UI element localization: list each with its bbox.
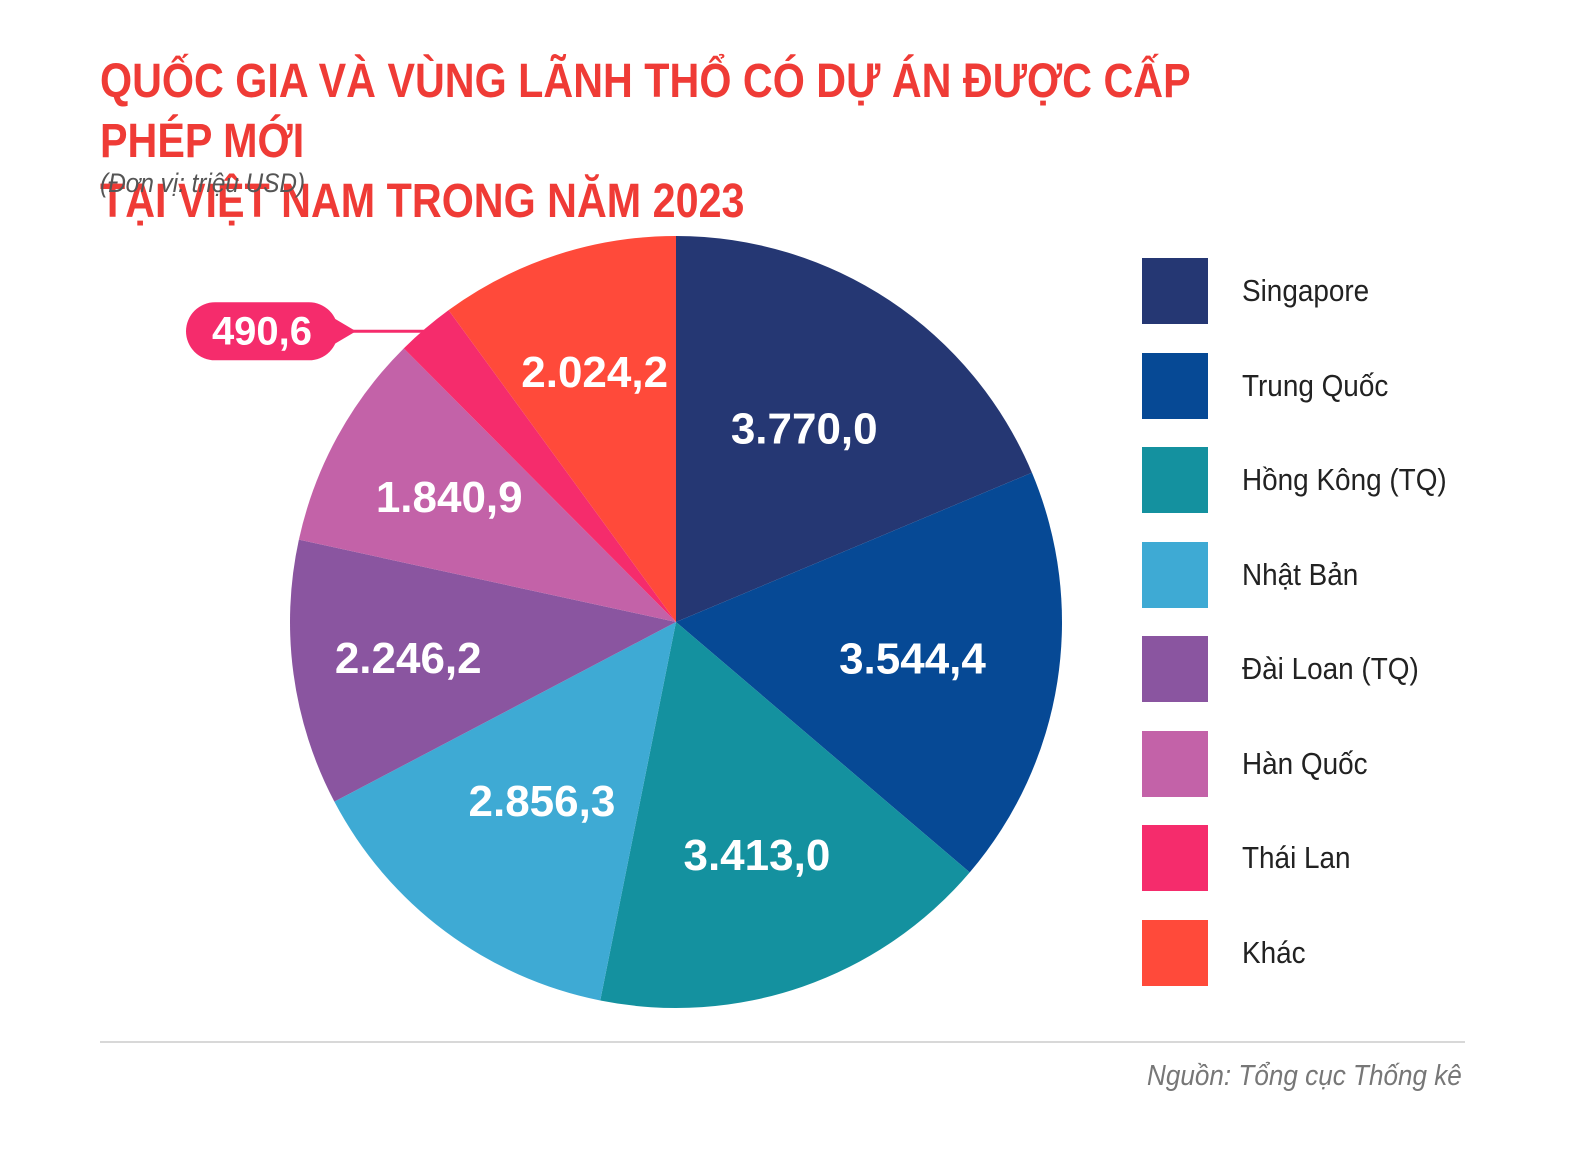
pie-slice-nhat-ban [334, 622, 676, 1001]
legend-label: Đài Loan (TQ) [1242, 651, 1419, 686]
legend-swatch [1142, 258, 1208, 324]
legend-item-trung-quoc: Trung Quốc [1142, 352, 1562, 419]
data-label-hong-kong-tq: 3.413,0 [683, 831, 830, 880]
data-label-thai-lan: 490,6 [212, 309, 312, 353]
pie-slice-han-quoc [298, 348, 676, 622]
legend-label: Singapore [1242, 273, 1370, 308]
chart-title-line-2: TẠI VIỆT NAM TRONG NĂM 2023 [100, 175, 745, 228]
divider [100, 1041, 1465, 1043]
data-label-dai-loan-tq: 2.246,2 [335, 634, 482, 683]
source-note: Nguồn: Tổng cục Thống kê [1147, 1060, 1462, 1092]
data-label-trung-quoc: 3.544,4 [839, 634, 986, 683]
legend-swatch [1142, 447, 1208, 513]
pie-slice-hong-kong-tq [600, 622, 970, 1008]
pie-slice-khac [448, 236, 676, 622]
legend-item-singapore: Singapore [1142, 258, 1562, 324]
pie-slice-thai-lan [403, 310, 676, 622]
chart-title-line-1: QUỐC GIA VÀ VÙNG LÃNH THỔ CÓ DỰ ÁN ĐƯỢC … [100, 55, 1190, 168]
data-label-nhat-ban: 2.856,3 [469, 777, 616, 826]
legend-item-nhat-ban: Nhật Bản [1142, 541, 1562, 608]
legend-item-han-quoc: Hàn Quốc [1142, 730, 1562, 797]
legend-swatch [1142, 825, 1208, 891]
chart-unit-label: (Đơn vị: triệu USD) [100, 168, 306, 198]
chart-title: QUỐC GIA VÀ VÙNG LÃNH THỔ CÓ DỰ ÁN ĐƯỢC … [100, 52, 1304, 232]
callout-badge-bg [186, 302, 338, 361]
legend-label: Nhật Bản [1242, 556, 1359, 592]
legend-label: Trung Quốc [1242, 367, 1389, 403]
legend-item-hong-kong-tq: Hồng Kông (TQ) [1142, 447, 1562, 513]
data-label-khac: 2.024,2 [521, 348, 668, 397]
legend-swatch [1142, 636, 1208, 702]
legend-swatch [1142, 919, 1208, 986]
legend-item-dai-loan-tq: Đài Loan (TQ) [1142, 636, 1562, 702]
legend-label: Hàn Quốc [1242, 745, 1368, 781]
legend-swatch [1142, 352, 1208, 419]
pie-slice-singapore [676, 236, 1032, 622]
legend-item-khac: Khác [1142, 919, 1562, 986]
pie-slice-dai-loan-tq [289, 539, 676, 802]
data-label-han-quoc: 1.840,9 [376, 473, 523, 522]
legend-swatch [1142, 541, 1208, 608]
callout-badge-thai-lan: 490,6 [186, 302, 356, 361]
legend-swatch [1142, 730, 1208, 797]
callout-pointer [334, 318, 356, 345]
data-label-singapore: 3.770,0 [731, 405, 878, 454]
legend-label: Khác [1242, 934, 1306, 970]
legend-label: Thái Lan [1242, 840, 1351, 875]
legend-label: Hồng Kông (TQ) [1242, 462, 1447, 497]
legend-item-thai-lan: Thái Lan [1142, 825, 1562, 891]
pie-slice-trung-quoc [676, 472, 1062, 873]
chart-legend: Singapore Trung Quốc Hồng Kông (TQ) Nhật Bả… [1142, 258, 1562, 1014]
